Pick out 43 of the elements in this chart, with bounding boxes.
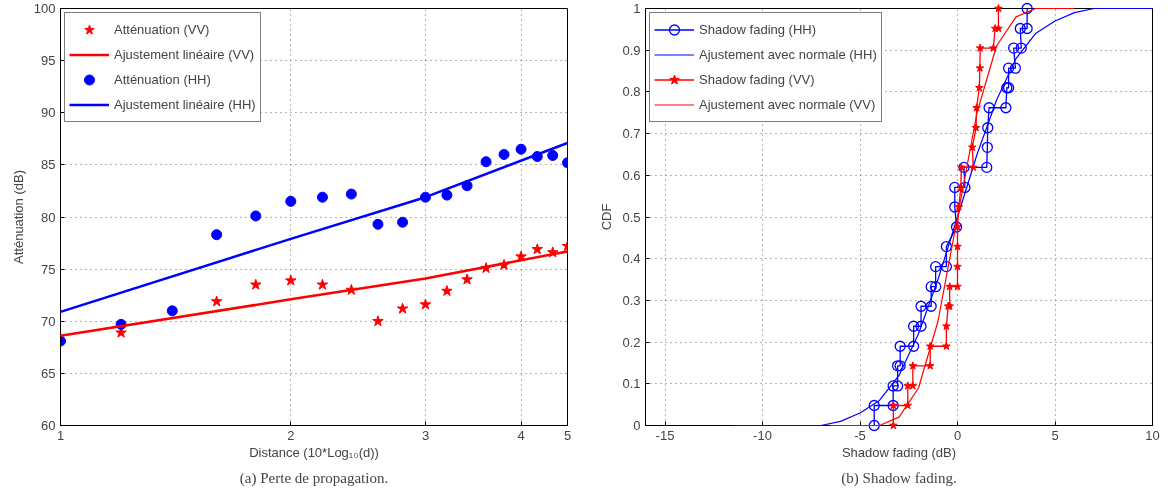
y-tick-label: 0.1 — [622, 376, 641, 392]
x-tick-label: 2 — [287, 427, 295, 443]
legend-label: Ajustement avec normale (VV) — [699, 96, 876, 114]
y-tick-label: 60 — [41, 418, 56, 433]
x-tick-label: -15 — [655, 427, 675, 443]
legend-label: Shadow fading (HH) — [699, 21, 817, 39]
legend-label: Ajustement linéaire (HH) — [114, 96, 256, 114]
y-tick-label: 95 — [41, 53, 56, 69]
y-tick-label: 0.9 — [622, 42, 641, 58]
y-tick-label: 0.7 — [622, 126, 641, 142]
text: (a) Perte de propagation. — [239, 469, 389, 487]
y-tick-label: 0.2 — [622, 334, 641, 350]
x-axis-title: Distance (10*Log₁₀(d)) — [249, 444, 379, 460]
y-axis-title: CDF — [599, 203, 615, 231]
y-tick-label: 0.5 — [622, 209, 641, 225]
y-tick-label: 100 — [33, 1, 56, 16]
legend-label: Ajustement linéaire (VV) — [114, 46, 255, 64]
y-axis-title: Atténuation (dB) — [10, 170, 26, 264]
y-tick-label: 0.6 — [622, 167, 641, 183]
x-tick-label: 5 — [563, 427, 572, 443]
y-tick-label: 80 — [41, 209, 56, 225]
x-tick-label: 4 — [517, 427, 525, 443]
y-tick-label: 65 — [41, 365, 56, 381]
y-tick-label: 1 — [633, 1, 641, 16]
x-tick-label: 0 — [953, 427, 962, 443]
legend-label: Shadow fading (VV) — [699, 71, 815, 89]
x-tick-label: 5 — [1051, 427, 1059, 443]
x-tick-label: -10 — [753, 427, 772, 443]
legend-label: Atténuation (VV) — [114, 21, 210, 39]
y-tick-label: 70 — [41, 313, 56, 329]
legend-label: Ajustement avec normale (HH) — [699, 46, 877, 64]
y-tick-label: 0.4 — [622, 251, 641, 267]
y-tick-label: 90 — [41, 105, 56, 121]
x-axis-title: Shadow fading (dB) — [841, 444, 957, 460]
y-tick-label: 0.3 — [622, 292, 641, 308]
y-tick-label: 85 — [41, 157, 56, 173]
y-tick-label: 0.8 — [622, 84, 641, 100]
x-tick-label: -5 — [854, 427, 866, 443]
x-tick-label: 3 — [421, 427, 430, 443]
y-tick-label: 75 — [41, 261, 56, 277]
legend-label: Atténuation (HH) — [114, 71, 211, 89]
x-tick-label: 10 — [1145, 427, 1160, 443]
text: (b) Shadow fading. — [841, 469, 957, 487]
